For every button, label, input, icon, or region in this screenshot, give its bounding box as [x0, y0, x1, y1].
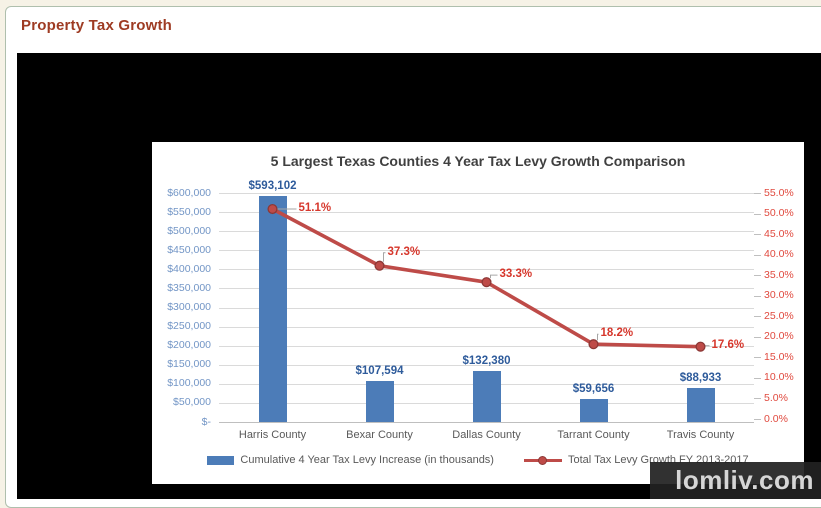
embedded-chart-frame[interactable]: 5 Largest Texas Counties 4 Year Tax Levy…	[17, 53, 821, 499]
bar-value-label: $59,656	[572, 383, 615, 396]
line-series-swatch	[523, 455, 562, 465]
content-panel: Property Tax Growth 5 Largest Texas Coun…	[5, 6, 821, 508]
line-value-label: 18.2%	[600, 327, 634, 340]
right-axis-tick-mark	[754, 213, 761, 215]
watermark: lomliv.com	[650, 462, 821, 499]
page-title: Property Tax Growth	[21, 17, 173, 34]
gridline	[219, 269, 754, 271]
bar-value-label: $132,380	[462, 355, 511, 368]
plot-area: $593,102 $107,594 $132,380 $59,656 $88,933 51…	[219, 180, 761, 423]
line-value-label: 33.3%	[499, 268, 533, 281]
gridline	[219, 193, 754, 194]
chart-image: 5 Largest Texas Counties 4 Year Tax Levy…	[152, 142, 804, 484]
gridline	[219, 231, 754, 233]
data-label-leader-line	[490, 274, 498, 279]
right-axis-tick-label: 5.0%	[764, 391, 788, 404]
left-axis-tick-label: $600,000	[167, 186, 211, 199]
gridline	[219, 326, 754, 328]
left-axis-tick-label: $-	[201, 415, 211, 428]
right-axis-tick-mark	[754, 398, 761, 400]
right-axis-tick-mark	[754, 193, 761, 194]
gridline	[219, 250, 754, 252]
right-axis-tick-mark	[754, 316, 761, 318]
bar-value-label: $593,102	[248, 179, 297, 192]
line-value-label: 51.1%	[298, 202, 332, 215]
right-axis-tick-label: 35.0%	[764, 268, 794, 281]
right-axis-tick-mark	[754, 336, 761, 338]
right-axis-tick-mark	[754, 234, 761, 236]
right-axis-tick-label: 10.0%	[764, 371, 794, 384]
gridline	[219, 288, 754, 290]
bar-bexar-county	[365, 380, 394, 422]
left-axis-tick-label: $200,000	[167, 339, 211, 352]
gridline	[219, 307, 754, 309]
bar-series-swatch	[207, 455, 235, 465]
legend-label-bars: Cumulative 4 Year Tax Levy Increase (in …	[240, 454, 494, 466]
left-axis-tick-label: $50,000	[173, 396, 211, 409]
gridline	[219, 345, 754, 347]
right-axis-tick-label: 50.0%	[764, 207, 794, 220]
category-label: Dallas County	[452, 429, 521, 441]
bar-value-label: $107,594	[355, 364, 404, 377]
right-axis-tick-mark	[754, 357, 761, 359]
right-axis-tick-label: 45.0%	[764, 227, 794, 240]
line-marker-icon	[374, 260, 385, 271]
right-axis-tick-mark	[754, 419, 761, 420]
right-axis-tick-label: 55.0%	[764, 186, 794, 199]
bar-travis-county	[686, 388, 715, 422]
line-marker-icon	[588, 339, 599, 350]
right-axis-tick-mark	[754, 377, 761, 379]
right-axis-tick-label: 0.0%	[764, 412, 788, 425]
bar-value-label: $88,933	[679, 372, 722, 385]
line-marker-icon	[481, 277, 492, 288]
right-axis-tick-label: 40.0%	[764, 248, 794, 261]
line-marker-icon	[267, 203, 278, 215]
left-axis-tick-label: $300,000	[167, 301, 211, 313]
data-label-leader-line	[597, 333, 599, 341]
left-axis-tick-label: $150,000	[167, 358, 211, 371]
right-axis-tick-mark	[754, 275, 761, 277]
category-label: Bexar County	[346, 429, 413, 441]
category-label: Travis County	[666, 429, 735, 441]
category-label: Harris County	[238, 429, 307, 441]
left-axis-tick-label: $400,000	[167, 262, 211, 275]
left-axis-tick-label: $450,000	[167, 243, 211, 256]
right-axis-tick-label: 15.0%	[764, 350, 794, 363]
left-axis-tick-label: $550,000	[167, 205, 211, 218]
data-label-leader-line	[383, 252, 386, 262]
right-axis-tick-label: 20.0%	[764, 330, 794, 343]
left-axis-tick-label: $350,000	[167, 281, 211, 294]
line-marker-icon	[695, 341, 706, 352]
line-swatch-marker-icon	[537, 455, 547, 465]
right-axis-tick-mark	[754, 254, 761, 256]
right-axis-tick-label: 25.0%	[764, 309, 794, 322]
line-value-label: 17.6%	[711, 338, 745, 351]
left-axis-tick-label: $500,000	[167, 224, 211, 237]
left-axis-tick-label: $100,000	[167, 377, 211, 390]
left-axis-tick-label: $250,000	[167, 320, 211, 333]
bar-dallas-county	[472, 371, 501, 422]
gridline	[219, 422, 754, 423]
line-value-label: 37.3%	[387, 245, 421, 258]
chart-title: 5 Largest Texas Counties 4 Year Tax Levy…	[270, 153, 686, 169]
bar-tarrant-county	[579, 399, 608, 422]
right-axis-tick-mark	[754, 295, 761, 297]
line-series	[267, 203, 710, 352]
gridline	[219, 364, 754, 366]
category-label: Tarrant County	[557, 429, 630, 441]
bar-harris-county	[258, 195, 287, 422]
right-axis-tick-label: 30.0%	[764, 289, 794, 302]
gridline	[219, 212, 754, 214]
legend-item-bars: Cumulative 4 Year Tax Levy Increase (in …	[207, 454, 494, 466]
